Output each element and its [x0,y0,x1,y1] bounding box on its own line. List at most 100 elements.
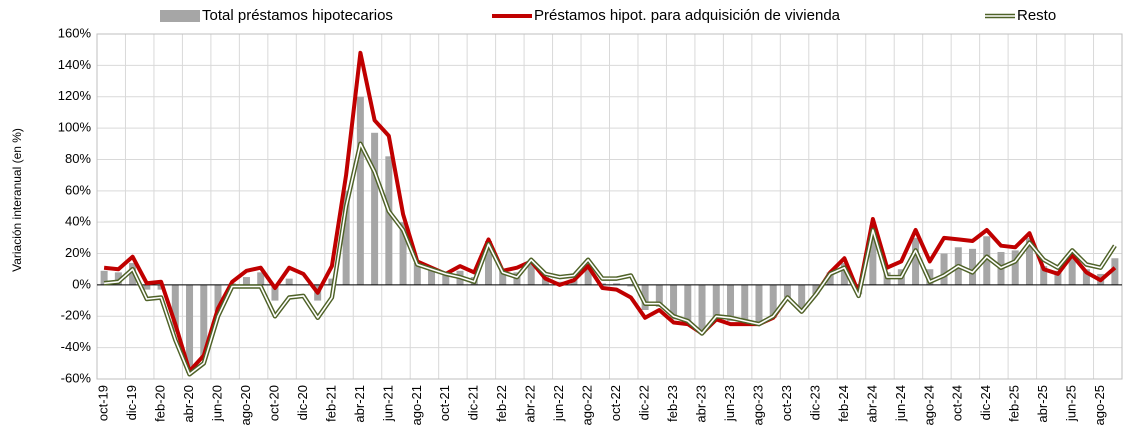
y-tick-label: 160% [58,25,92,40]
x-tick-label: oct-19 [96,385,111,421]
bar [442,273,450,285]
y-tick-label: 140% [58,57,92,72]
x-tick-label: jun-21 [380,385,395,422]
vivienda-line [103,50,1117,374]
bar [584,262,592,285]
x-tick-label: abr-23 [693,385,708,423]
x-tick-label: dic-22 [637,385,652,420]
x-tick-label: ago-25 [1092,385,1107,425]
bar [783,284,791,298]
bar [271,284,279,301]
x-tick-label: feb-20 [153,385,168,422]
legend-label: Total préstamos hipotecarios [202,7,393,24]
x-tick-label: oct-21 [437,385,452,421]
bar [698,284,706,334]
bar [1040,266,1048,285]
bar [983,236,991,285]
x-tick-label: feb-23 [665,385,680,422]
bar [641,284,649,310]
bar [399,222,407,285]
bar [499,270,507,285]
bar [1111,258,1119,285]
x-tick-label: feb-25 [1007,385,1022,422]
bar [186,284,194,373]
y-tick-label: -40% [61,339,92,354]
y-tick-label: -60% [61,370,92,385]
bar [242,277,250,285]
plot-border [96,33,1123,380]
y-tick-label: 0% [72,276,91,291]
bar [200,284,208,359]
legend-label: Préstamos hipot. para adquisición de viv… [534,7,841,24]
bar [371,132,379,285]
x-tick-label: oct-24 [950,385,965,421]
bar [741,284,749,323]
bar [1068,253,1076,285]
x-tick-label: feb-22 [494,385,509,422]
x-tick-label: abr-22 [523,385,538,423]
x-tick-label: ago-20 [238,385,253,425]
bar [670,284,678,320]
bar [727,284,735,321]
x-tick-label: jun-23 [722,385,737,422]
x-tick-label: dic-23 [807,385,822,420]
x-tick-label: jun-20 [209,385,224,422]
x-tick-label: oct-22 [608,385,623,421]
x-tick-label: dic-24 [978,385,993,420]
legend-swatch [160,10,200,22]
bar [1025,237,1033,285]
bar [840,262,848,285]
y-tick-label: 120% [58,88,92,103]
bar [613,283,621,285]
y-axis-label: Variación interanual (en %) [10,128,24,272]
bar [969,248,977,285]
bar [598,283,606,285]
bar [143,284,151,290]
y-tick-label: 60% [65,182,91,197]
x-tick-label: abr-24 [864,385,879,423]
bar [769,284,777,318]
x-tick-label: dic-19 [124,385,139,420]
x-tick-label: jun-24 [893,385,908,422]
x-tick-label: feb-21 [323,385,338,422]
bar [214,284,222,312]
y-tick-label: 40% [65,214,91,229]
x-tick-label: ago-22 [580,385,595,425]
x-tick-label: jun-25 [1064,385,1079,422]
bar [869,225,877,285]
bar [826,272,834,285]
x-tick-label: dic-21 [466,385,481,420]
bar [527,259,535,285]
x-tick-label: abr-20 [181,385,196,423]
x-tick-label: jun-22 [551,385,566,422]
x-tick-label: oct-20 [266,385,281,421]
bar [627,284,635,287]
bar [812,284,820,295]
bar [484,241,492,285]
x-tick-label: abr-25 [1035,385,1050,423]
x-tick-label: oct-23 [779,385,794,421]
bar [1054,270,1062,285]
x-tick-label: dic-20 [295,385,310,420]
bar [655,284,663,307]
x-tick-label: feb-24 [836,385,851,422]
bar [342,190,350,285]
bar [356,96,364,285]
bar [940,253,948,285]
y-tick-label: 80% [65,151,91,166]
bar [100,270,108,285]
bar [285,278,293,285]
bar [912,237,920,285]
y-tick-label: 100% [58,120,92,135]
x-tick-label: ago-23 [750,385,765,425]
legend-label: Resto [1017,7,1056,24]
bar [114,272,122,285]
x-tick-label: abr-21 [352,385,367,423]
bar [385,156,393,285]
resto-line-inner [104,143,1116,376]
bar [798,284,806,312]
bar [428,267,436,285]
bar [171,284,179,332]
y-tick-label: -20% [61,308,92,323]
